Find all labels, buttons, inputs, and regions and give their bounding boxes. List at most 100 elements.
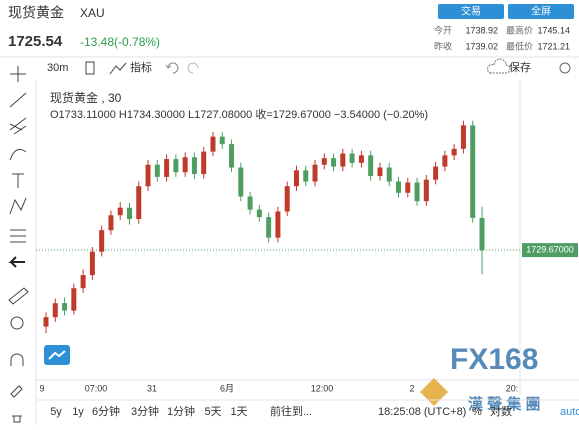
left-toolbar [8, 66, 29, 423]
candle-body [182, 157, 188, 173]
candle-body [71, 288, 77, 311]
scale-option[interactable]: 对数 [490, 404, 512, 418]
candle-body [331, 158, 337, 167]
indicator-icon[interactable] [109, 62, 127, 75]
interval[interactable]: 30m [47, 62, 68, 74]
logo-icon [48, 350, 66, 360]
candle-body [238, 167, 244, 197]
ruler-tool[interactable] [8, 287, 29, 305]
brush-tool[interactable] [9, 148, 27, 161]
goto[interactable]: 前往到... [270, 404, 312, 418]
cloud-icon[interactable] [487, 58, 511, 74]
candle-body [396, 181, 402, 193]
candle-body [321, 158, 327, 165]
candle-body [405, 182, 411, 193]
candle-body [451, 148, 457, 156]
crosshair-tool[interactable] [10, 66, 26, 82]
line-tool[interactable] [9, 92, 27, 108]
candle-body [210, 136, 216, 152]
candle-body [173, 159, 179, 173]
x-tick-label: 9 [39, 383, 44, 393]
candle-body [460, 125, 466, 149]
x-tick-label: 6月 [220, 383, 234, 393]
candle-body [358, 155, 364, 163]
symbol: XAU [80, 6, 105, 20]
candle-body [479, 217, 485, 251]
stat-value: 1745.14 [537, 25, 570, 35]
save[interactable]: 保存 [509, 60, 531, 74]
candle-body [108, 215, 114, 231]
candle-body [386, 167, 392, 182]
candle-body [349, 153, 355, 163]
candle-body [126, 207, 132, 219]
range-button[interactable]: 5天 [204, 406, 221, 418]
candle-body [164, 159, 170, 177]
range-button[interactable]: 3分钟 [131, 404, 159, 418]
change: -13.48(-0.78%) [80, 35, 160, 49]
candle-body [414, 182, 420, 202]
range-button[interactable]: 1天 [230, 406, 247, 418]
candle-body [423, 179, 429, 202]
scale-option[interactable]: auto [560, 406, 579, 418]
ohlc-text: O1733.11000 H1734.30000 L1727.08000 收=17… [50, 107, 428, 121]
price: 1725.54 [8, 33, 63, 50]
candle-icon[interactable] [85, 61, 95, 75]
candle-body [377, 167, 383, 176]
range-button[interactable]: 1y [72, 406, 84, 418]
range-button[interactable]: 5y [50, 406, 62, 418]
text-tool[interactable] [12, 173, 24, 188]
watermark-sub: 漢 聲 集 團 [468, 395, 541, 413]
candle-body [303, 170, 309, 182]
candle-body [229, 144, 235, 168]
candle-body [154, 164, 160, 177]
clock: 18:25:08 (UTC+8) [378, 406, 466, 418]
candle-body [266, 217, 272, 238]
candle-body [191, 157, 197, 175]
watermark-brand: FX168 [450, 343, 538, 376]
fullscreen-button[interactable] [508, 4, 574, 19]
magnet-tool[interactable] [10, 353, 24, 366]
candle-body [80, 275, 86, 289]
x-tick-label: 20: [506, 383, 519, 393]
scale-option[interactable]: % [472, 406, 482, 418]
candle-body [470, 125, 476, 218]
trade-label[interactable]: 交易 [461, 5, 481, 18]
measure-tool[interactable] [10, 229, 26, 243]
stat-label: 昨收 [434, 40, 452, 51]
candle-body [145, 164, 151, 187]
x-tick-label: 12:00 [311, 383, 334, 393]
candle-body [43, 317, 49, 327]
last-price-label: 1729.67000 [526, 244, 574, 254]
candle-body [256, 209, 262, 218]
candle-body [99, 230, 105, 252]
fib-tool[interactable] [9, 117, 27, 135]
stat-label: 最高价 [506, 24, 533, 35]
x-tick-label: 07:00 [85, 383, 108, 393]
candle-body [62, 303, 68, 311]
candle-body [442, 155, 448, 167]
candle-body [89, 251, 95, 276]
back-tool[interactable] [8, 256, 25, 268]
stat-label: 最低价 [506, 40, 533, 51]
lock-tool[interactable] [10, 385, 23, 398]
range-button[interactable]: 1分钟 [167, 404, 195, 418]
candle-body [368, 155, 374, 176]
fullscreen-label[interactable]: 全屏 [531, 5, 551, 18]
pattern-tool[interactable] [9, 197, 27, 215]
candle-body [136, 186, 142, 219]
redo[interactable] [187, 62, 199, 74]
legend-title: 现货黄金 , 30 [50, 90, 122, 105]
x-tick-label: 2 [409, 383, 414, 393]
settings[interactable] [559, 62, 571, 74]
zoom-tool[interactable] [10, 316, 24, 330]
candle-body [312, 164, 318, 182]
trade-button[interactable] [438, 4, 504, 19]
candle-body [219, 136, 225, 145]
candle-body [433, 166, 439, 180]
trash-tool[interactable] [12, 415, 22, 423]
range-button[interactable]: 6分钟 [92, 404, 120, 418]
undo[interactable] [165, 62, 179, 74]
stat-value: 1721.21 [537, 41, 570, 51]
indicators[interactable]: 指标 [130, 60, 152, 74]
